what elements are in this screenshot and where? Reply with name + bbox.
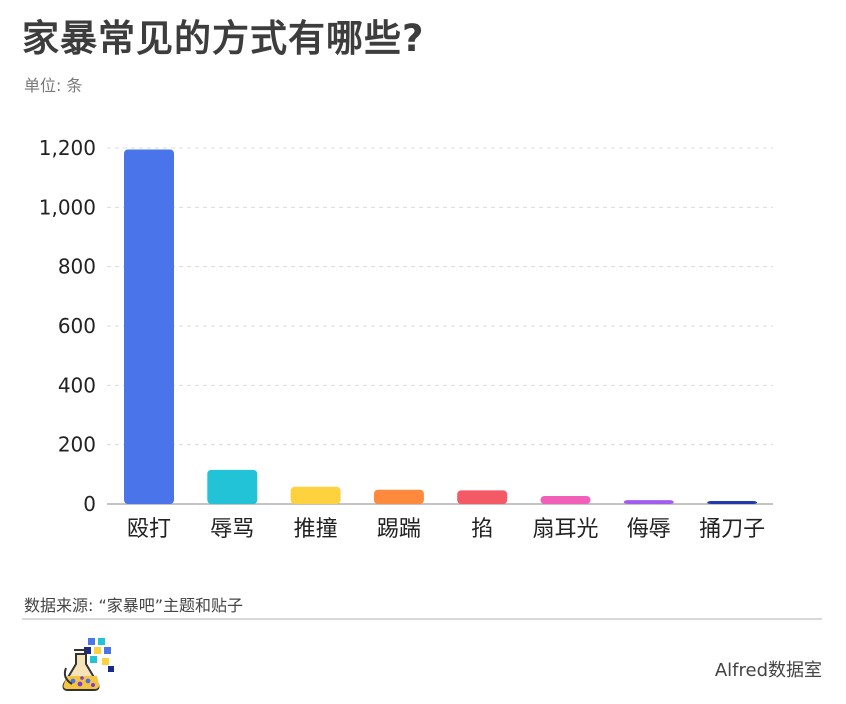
- x-category-label: 掐: [471, 517, 493, 542]
- y-tick-label: 1,000: [39, 195, 96, 219]
- bars: [124, 149, 758, 504]
- x-category-label: 捅刀子: [699, 517, 765, 542]
- bar-7: [623, 500, 674, 504]
- footer-divider: [22, 618, 822, 620]
- bar-2: [207, 469, 258, 504]
- chart-unit-label: 单位: 条: [24, 76, 83, 95]
- bar-6: [540, 495, 591, 504]
- brand-name: Alfred数据室: [714, 660, 822, 681]
- x-category-label: 扇耳光: [532, 517, 598, 542]
- bar-1: [124, 149, 174, 504]
- y-tick-label: 800: [58, 255, 96, 279]
- x-category-label: 辱骂: [210, 517, 254, 542]
- bar-8: [707, 501, 758, 504]
- y-tick-label: 200: [58, 433, 96, 457]
- x-category-label: 踢踹: [377, 517, 421, 542]
- bar-3: [290, 486, 341, 504]
- chart-title: 家暴常见的方式有哪些?: [22, 17, 425, 60]
- x-axis-labels: 殴打 辱骂 推撞 踢踹 掐 扇耳光 侮辱 捅刀子: [127, 517, 765, 542]
- x-category-label: 推撞: [294, 517, 338, 542]
- grid-lines: [107, 147, 773, 505]
- data-source-note: 数据来源: “家暴吧”主题和贴子: [24, 596, 244, 615]
- y-tick-label: 0: [83, 492, 96, 516]
- bar-5: [457, 490, 508, 504]
- x-category-label: 殴打: [127, 517, 171, 542]
- y-tick-label: 400: [58, 373, 96, 397]
- y-axis-ticks: 0 200 400 600 800 1,000 1,200: [39, 136, 96, 516]
- x-category-label: 侮辱: [627, 517, 671, 542]
- bar-chart: 0 200 400 600 800 1,000 1,200 殴打 辱骂 推撞 踢踹 掐 扇耳光 侮辱 捅刀…: [39, 136, 773, 542]
- y-tick-label: 600: [58, 314, 96, 338]
- flask-icon: [62, 638, 114, 691]
- y-tick-label: 1,200: [39, 136, 96, 160]
- bar-4: [373, 489, 424, 504]
